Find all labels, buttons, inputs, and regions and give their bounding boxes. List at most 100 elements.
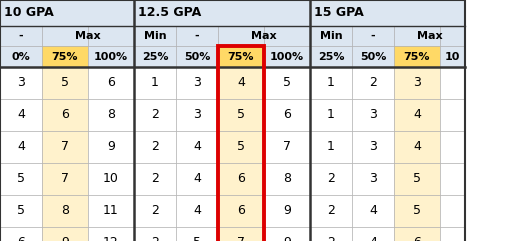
- Bar: [394, 163, 440, 195]
- Text: 4: 4: [413, 108, 421, 121]
- Bar: [264, 67, 310, 99]
- Bar: [176, 163, 218, 195]
- Bar: [352, 26, 394, 46]
- Bar: [88, 131, 134, 163]
- Text: 2: 2: [327, 173, 335, 186]
- Bar: [218, 46, 264, 241]
- Text: 100%: 100%: [270, 52, 304, 61]
- Bar: [88, 99, 134, 131]
- Bar: [0, 26, 42, 46]
- Text: 2: 2: [151, 141, 159, 154]
- Bar: [134, 67, 176, 99]
- Bar: [394, 46, 440, 67]
- Bar: [0, 131, 42, 163]
- Bar: [264, 26, 310, 46]
- Bar: [352, 227, 394, 241]
- Bar: [88, 26, 134, 46]
- Text: 9: 9: [283, 205, 291, 217]
- Text: 5: 5: [193, 236, 201, 241]
- Text: 2: 2: [151, 205, 159, 217]
- Bar: [264, 195, 310, 227]
- Text: 4: 4: [237, 76, 245, 89]
- Text: 5: 5: [283, 76, 291, 89]
- Text: 5: 5: [17, 205, 25, 217]
- Bar: [218, 227, 264, 241]
- Text: 1: 1: [327, 141, 335, 154]
- Text: Max: Max: [75, 31, 101, 41]
- Text: 8: 8: [283, 173, 291, 186]
- Text: 3: 3: [369, 141, 377, 154]
- Bar: [42, 26, 88, 46]
- Text: 6: 6: [107, 76, 115, 89]
- Bar: [310, 227, 352, 241]
- Text: -: -: [19, 31, 23, 41]
- Text: 6: 6: [413, 236, 421, 241]
- Bar: [440, 163, 465, 195]
- Bar: [176, 131, 218, 163]
- Bar: [310, 67, 352, 99]
- Text: 0%: 0%: [12, 52, 30, 61]
- Text: 5: 5: [237, 141, 245, 154]
- Bar: [176, 26, 218, 46]
- Text: 7: 7: [237, 236, 245, 241]
- Bar: [42, 163, 88, 195]
- Text: 6: 6: [237, 173, 245, 186]
- Text: 2: 2: [151, 108, 159, 121]
- Bar: [310, 195, 352, 227]
- Text: 100%: 100%: [94, 52, 128, 61]
- Bar: [310, 0, 465, 26]
- Text: -: -: [195, 31, 200, 41]
- Text: 10: 10: [445, 52, 460, 61]
- Bar: [176, 227, 218, 241]
- Text: 6: 6: [283, 108, 291, 121]
- Text: 6: 6: [237, 205, 245, 217]
- Text: 5: 5: [61, 76, 69, 89]
- Bar: [394, 26, 440, 46]
- Text: 8: 8: [61, 205, 69, 217]
- Text: 15 GPA: 15 GPA: [314, 7, 364, 20]
- Text: 50%: 50%: [360, 52, 386, 61]
- Bar: [134, 227, 176, 241]
- Bar: [88, 163, 134, 195]
- Bar: [440, 227, 465, 241]
- Bar: [352, 99, 394, 131]
- Text: 10 GPA: 10 GPA: [4, 7, 54, 20]
- Text: 4: 4: [193, 141, 201, 154]
- Text: 4: 4: [17, 141, 25, 154]
- Text: 7: 7: [283, 141, 291, 154]
- Bar: [352, 46, 394, 67]
- Bar: [440, 131, 465, 163]
- Text: 7: 7: [61, 141, 69, 154]
- Text: 3: 3: [193, 76, 201, 89]
- Text: Min: Min: [144, 31, 166, 41]
- Bar: [218, 163, 264, 195]
- Bar: [264, 131, 310, 163]
- Bar: [0, 163, 42, 195]
- Bar: [264, 163, 310, 195]
- Text: 4: 4: [193, 173, 201, 186]
- Text: 4: 4: [17, 108, 25, 121]
- Text: 5: 5: [413, 205, 421, 217]
- Bar: [440, 99, 465, 131]
- Text: 1: 1: [151, 76, 159, 89]
- Bar: [352, 195, 394, 227]
- Text: 7: 7: [61, 173, 69, 186]
- Bar: [440, 195, 465, 227]
- Bar: [42, 227, 88, 241]
- Bar: [218, 131, 264, 163]
- Text: 3: 3: [413, 76, 421, 89]
- Text: 6: 6: [61, 108, 69, 121]
- Text: 3: 3: [369, 108, 377, 121]
- Bar: [218, 46, 264, 67]
- Bar: [88, 46, 134, 67]
- Text: 1: 1: [327, 108, 335, 121]
- Bar: [42, 131, 88, 163]
- Text: 2: 2: [151, 173, 159, 186]
- Bar: [0, 195, 42, 227]
- Bar: [394, 195, 440, 227]
- Text: Max: Max: [251, 31, 277, 41]
- Text: Min: Min: [320, 31, 342, 41]
- Bar: [176, 67, 218, 99]
- Bar: [394, 227, 440, 241]
- Bar: [176, 46, 218, 67]
